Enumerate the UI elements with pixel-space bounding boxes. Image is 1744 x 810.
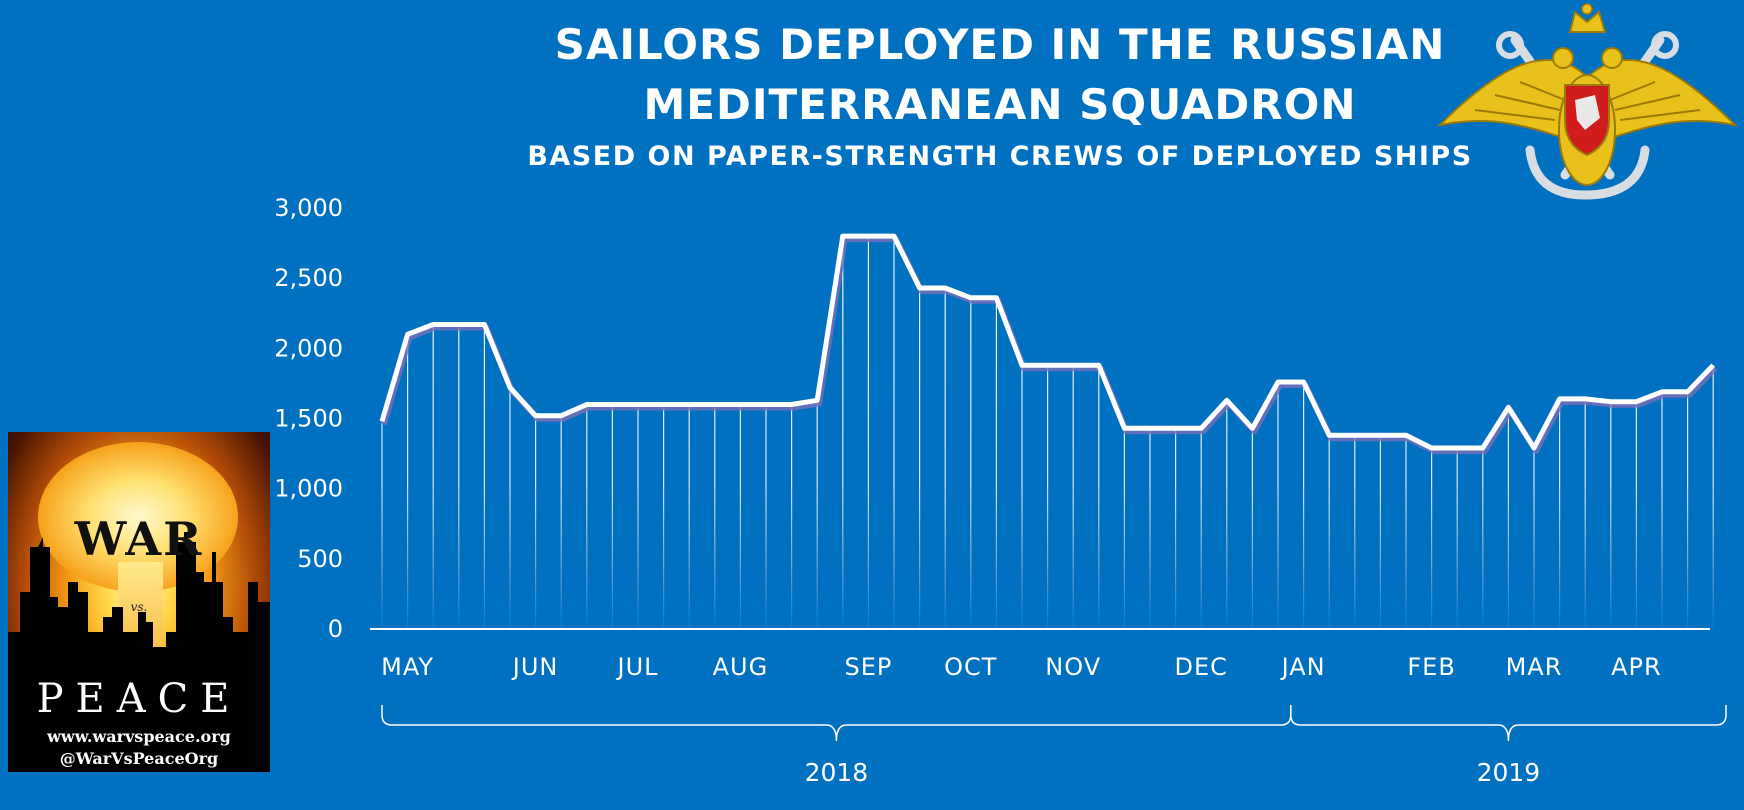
- year-label: 2018: [805, 758, 869, 787]
- x-tick-label: SEP: [844, 653, 892, 681]
- chart-title-line2: MEDITERRANEAN SQUADRON: [643, 80, 1357, 129]
- x-tick-label: APR: [1611, 653, 1662, 681]
- poster-war-text: WAR: [74, 512, 204, 566]
- y-tick-label: 3,000: [274, 194, 343, 222]
- x-tick-label: FEB: [1407, 653, 1455, 681]
- y-tick-label: 2,500: [274, 264, 343, 292]
- year-label: 2019: [1477, 758, 1541, 787]
- poster-handle: @WarVsPeaceOrg: [59, 749, 219, 768]
- x-tick-label: MAR: [1506, 653, 1563, 681]
- y-tick-label: 500: [297, 545, 343, 573]
- x-tick-label: JUN: [511, 653, 559, 681]
- drop-lines: [381, 236, 1714, 629]
- y-tick-label: 0: [328, 615, 343, 643]
- x-tick-label: AUG: [713, 653, 769, 681]
- chart-title-line1: SAILORS DEPLOYED IN THE RUSSIAN: [554, 20, 1446, 69]
- series-line: [379, 233, 1716, 451]
- x-tick-label: DEC: [1174, 653, 1227, 681]
- y-tick-label: 2,000: [274, 334, 343, 362]
- year-brackets: 2018 2019: [381, 705, 1727, 787]
- series-line-shadow: [381, 236, 1718, 454]
- year-bracket: [381, 705, 1292, 742]
- x-tick-label: MAY: [381, 653, 434, 681]
- chart-subtitle: BASED ON PAPER-STRENGTH CREWS OF DEPLOYE…: [527, 141, 1473, 172]
- year-bracket: [1290, 705, 1727, 742]
- y-axis: 0 500 1,000 1,500 2,000 2,500 3,000: [274, 194, 343, 643]
- x-tick-label: OCT: [944, 653, 997, 681]
- x-tick-label: JAN: [1280, 653, 1326, 681]
- y-tick-label: 1,500: [274, 405, 343, 433]
- x-tick-label: NOV: [1045, 653, 1101, 681]
- war-vs-peace-logo: WAR vs. PEACE www.warvspeace.org @WarVsP…: [8, 432, 270, 772]
- poster-vs-text: vs.: [130, 600, 148, 614]
- x-tick-label: JUL: [615, 653, 658, 681]
- x-axis-labels: MAY JUN JUL AUG SEP OCT NOV DEC JAN FEB MAR APR: [381, 653, 1662, 681]
- russian-navy-emblem-icon: [1436, 3, 1739, 200]
- poster-peace-text: PEACE: [36, 676, 242, 722]
- city-skyline-icon: [8, 532, 270, 772]
- poster-url: www.warvspeace.org: [47, 727, 231, 746]
- y-tick-label: 1,000: [274, 475, 343, 503]
